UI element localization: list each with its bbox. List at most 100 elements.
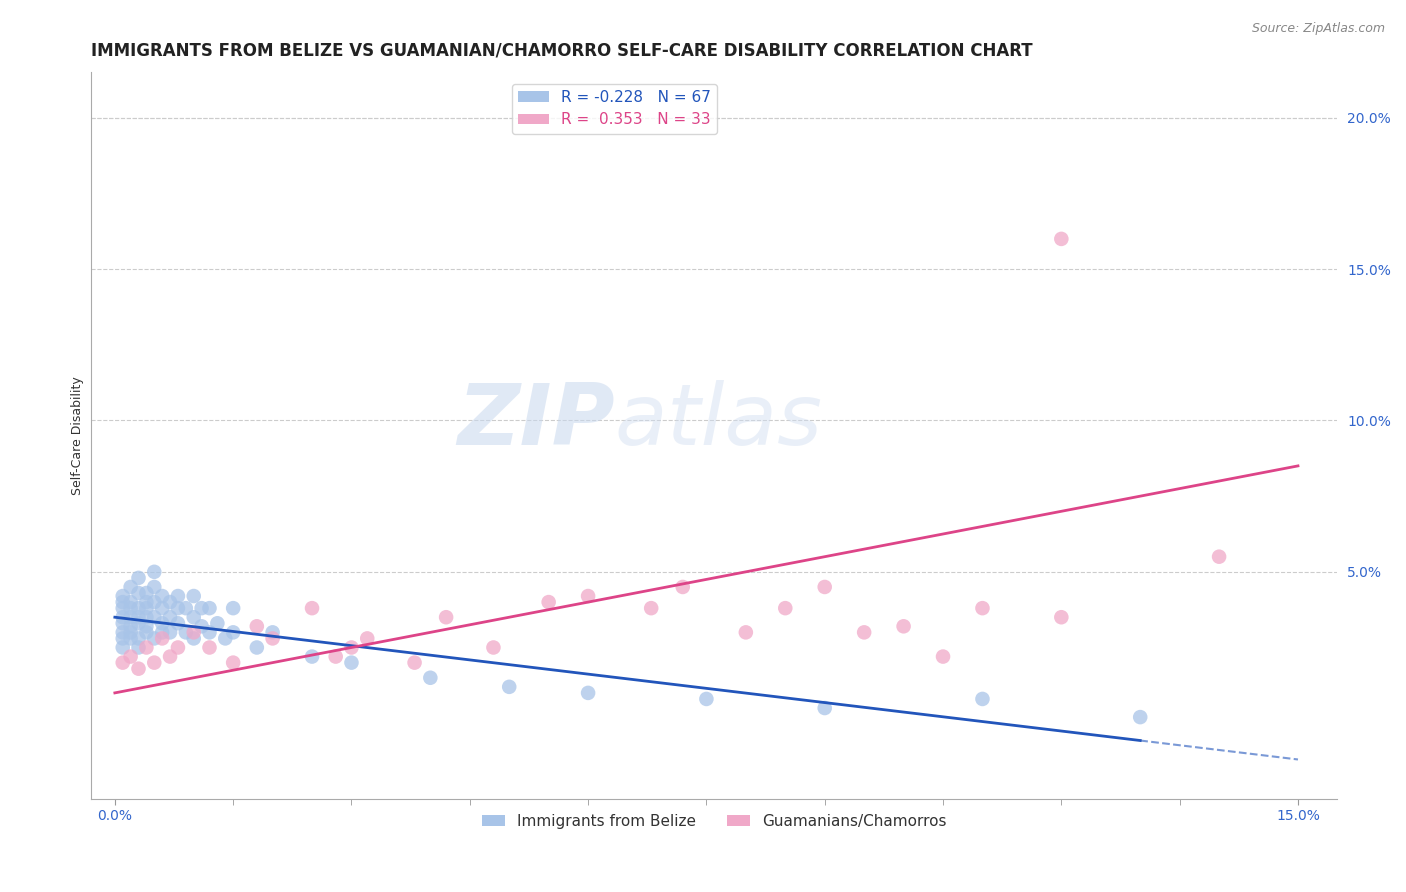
Point	[419, 671, 441, 685]
Point	[932, 649, 955, 664]
Point	[301, 601, 323, 615]
Text: Source: ZipAtlas.com: Source: ZipAtlas.com	[1251, 22, 1385, 36]
Point	[775, 601, 797, 615]
Point	[150, 616, 173, 631]
Point	[404, 656, 426, 670]
Point	[135, 595, 157, 609]
Point	[1050, 610, 1073, 624]
Point	[183, 625, 205, 640]
Point	[576, 589, 599, 603]
Point	[159, 595, 181, 609]
Point	[167, 616, 190, 631]
Point	[301, 649, 323, 664]
Point	[135, 610, 157, 624]
Point	[167, 601, 190, 615]
Point	[135, 586, 157, 600]
Point	[672, 580, 695, 594]
Point	[640, 601, 662, 615]
Point	[814, 701, 837, 715]
Point	[246, 619, 269, 633]
Point	[111, 640, 134, 655]
Point	[143, 580, 166, 594]
Point	[207, 616, 229, 631]
Point	[111, 610, 134, 624]
Point	[111, 632, 134, 646]
Point	[340, 656, 363, 670]
Point	[111, 589, 134, 603]
Point	[174, 601, 197, 615]
Text: ZIP: ZIP	[457, 380, 614, 463]
Point	[434, 610, 457, 624]
Point	[1208, 549, 1230, 564]
Point	[128, 571, 150, 585]
Point	[340, 640, 363, 655]
Point	[167, 589, 190, 603]
Point	[143, 565, 166, 579]
Point	[120, 625, 142, 640]
Point	[135, 625, 157, 640]
Y-axis label: Self-Care Disability: Self-Care Disability	[72, 376, 84, 495]
Point	[190, 601, 212, 615]
Point	[853, 625, 876, 640]
Text: IMMIGRANTS FROM BELIZE VS GUAMANIAN/CHAMORRO SELF-CARE DISABILITY CORRELATION CH: IMMIGRANTS FROM BELIZE VS GUAMANIAN/CHAM…	[91, 42, 1033, 60]
Point	[128, 601, 150, 615]
Point	[111, 601, 134, 615]
Point	[695, 692, 717, 706]
Point	[150, 625, 173, 640]
Point	[214, 632, 236, 646]
Point	[814, 580, 837, 594]
Point	[135, 619, 157, 633]
Point	[111, 616, 134, 631]
Point	[150, 601, 173, 615]
Point	[120, 649, 142, 664]
Point	[128, 586, 150, 600]
Point	[972, 601, 994, 615]
Point	[893, 619, 915, 633]
Point	[576, 686, 599, 700]
Point	[128, 632, 150, 646]
Point	[135, 640, 157, 655]
Point	[1050, 232, 1073, 246]
Point	[972, 692, 994, 706]
Point	[356, 632, 378, 646]
Point	[325, 649, 347, 664]
Point	[183, 632, 205, 646]
Point	[246, 640, 269, 655]
Point	[120, 595, 142, 609]
Point	[1129, 710, 1152, 724]
Point	[120, 619, 142, 633]
Point	[143, 610, 166, 624]
Point	[537, 595, 560, 609]
Point	[174, 625, 197, 640]
Point	[150, 589, 173, 603]
Point	[734, 625, 756, 640]
Point	[198, 640, 221, 655]
Point	[262, 632, 284, 646]
Point	[159, 625, 181, 640]
Point	[128, 640, 150, 655]
Point	[111, 625, 134, 640]
Point	[222, 625, 245, 640]
Point	[111, 656, 134, 670]
Point	[198, 601, 221, 615]
Point	[222, 601, 245, 615]
Point	[120, 580, 142, 594]
Point	[159, 649, 181, 664]
Text: atlas: atlas	[614, 380, 823, 463]
Point	[183, 589, 205, 603]
Point	[128, 662, 150, 676]
Point	[143, 632, 166, 646]
Point	[143, 595, 166, 609]
Point	[167, 640, 190, 655]
Point	[482, 640, 505, 655]
Point	[143, 656, 166, 670]
Point	[190, 619, 212, 633]
Point	[183, 610, 205, 624]
Point	[159, 610, 181, 624]
Legend: Immigrants from Belize, Guamanians/Chamorros: Immigrants from Belize, Guamanians/Chamo…	[477, 807, 953, 835]
Point	[120, 632, 142, 646]
Point	[262, 625, 284, 640]
Point	[150, 632, 173, 646]
Point	[111, 595, 134, 609]
Point	[198, 625, 221, 640]
